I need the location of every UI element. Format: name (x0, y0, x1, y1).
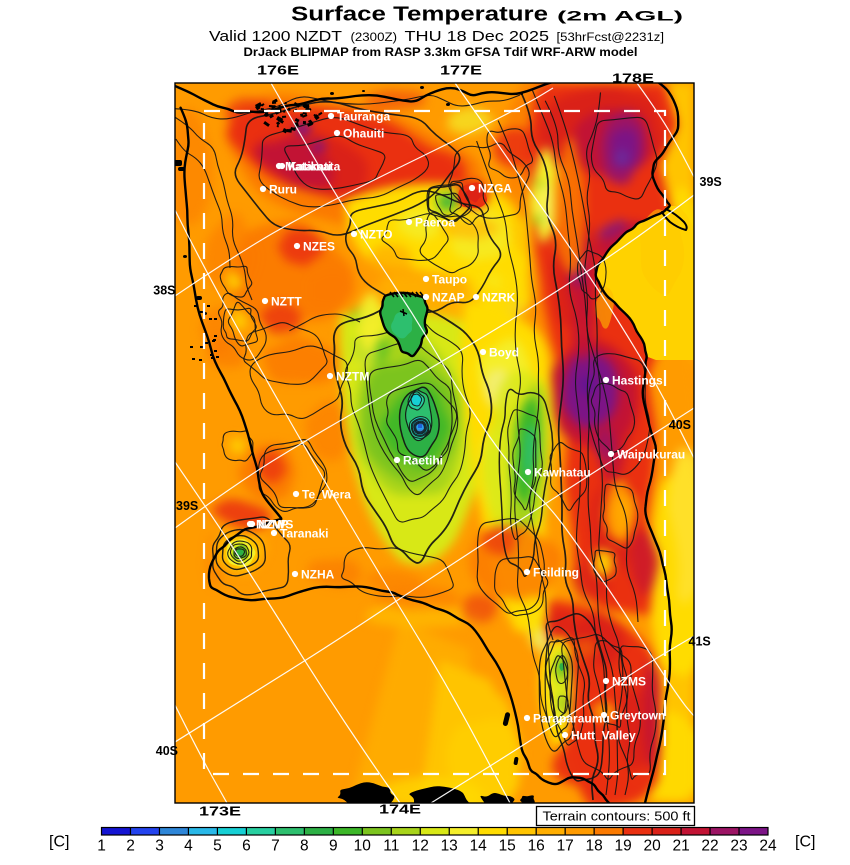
svg-text:NZWS: NZWS (258, 518, 293, 532)
svg-text:Greytown: Greytown (610, 709, 665, 723)
svg-text:10: 10 (354, 838, 372, 855)
svg-text:[C]: [C] (795, 834, 815, 851)
svg-text:NZNP: NZNP (256, 518, 289, 532)
svg-text:Matamata: Matamata (285, 160, 341, 174)
svg-text:THU 18 Dec 2025: THU 18 Dec 2025 (405, 29, 550, 45)
svg-text:39S: 39S (700, 175, 722, 189)
svg-text:NZRK: NZRK (482, 291, 516, 305)
svg-text:8: 8 (300, 838, 309, 855)
svg-text:NZMS: NZMS (612, 675, 646, 689)
svg-text:Terrain contours: 500 ft: Terrain contours: 500 ft (543, 809, 691, 824)
svg-text:Ruru: Ruru (269, 183, 297, 197)
svg-text:Hutt_Valley: Hutt_Valley (571, 729, 636, 743)
svg-text:39S: 39S (176, 499, 198, 513)
svg-text:40S: 40S (669, 418, 691, 432)
svg-text:Paeroa: Paeroa (415, 216, 455, 230)
svg-text:(2300Z): (2300Z) (351, 32, 398, 44)
svg-text:4: 4 (184, 838, 193, 855)
svg-text:9: 9 (329, 838, 338, 855)
svg-text:Hastings: Hastings (612, 374, 663, 388)
svg-text:Valid 1200 NZDT: Valid 1200 NZDT (209, 29, 342, 45)
svg-text:NZTO: NZTO (360, 228, 392, 242)
svg-text:24: 24 (759, 838, 777, 855)
svg-text:176E: 176E (257, 64, 299, 78)
svg-text:Feilding: Feilding (533, 566, 579, 580)
svg-text:178E: 178E (612, 72, 654, 86)
svg-text:11: 11 (383, 838, 399, 855)
svg-text:22: 22 (701, 838, 718, 855)
svg-text:NZTM: NZTM (336, 370, 369, 384)
svg-text:1: 1 (97, 838, 106, 855)
svg-text:7: 7 (271, 838, 280, 855)
svg-text:Te_Wera: Te_Wera (302, 488, 351, 502)
svg-text:Tauranga: Tauranga (337, 110, 390, 124)
svg-text:6: 6 (242, 838, 251, 855)
svg-text:41S: 41S (689, 635, 711, 649)
svg-text:17: 17 (557, 838, 574, 855)
svg-text:(2m AGL): (2m AGL) (557, 8, 683, 24)
svg-text:3: 3 (155, 838, 164, 855)
svg-text:5: 5 (213, 838, 222, 855)
svg-text:Ohauiti: Ohauiti (343, 127, 384, 141)
svg-text:38S: 38S (153, 284, 175, 298)
svg-text:13: 13 (441, 838, 458, 855)
svg-text:[C]: [C] (49, 834, 69, 851)
svg-text:Boyd: Boyd (489, 346, 519, 360)
svg-text:NZAP: NZAP (432, 291, 465, 305)
svg-text:16: 16 (528, 838, 545, 855)
svg-text:Katikati: Katikati (288, 160, 331, 174)
svg-text:2: 2 (126, 838, 135, 855)
svg-text:174E: 174E (379, 803, 421, 817)
svg-text:DrJack BLIPMAP from RASP 3.3km: DrJack BLIPMAP from RASP 3.3km GFSA Tdif… (244, 45, 638, 59)
svg-text:Taranaki: Taranaki (280, 527, 328, 541)
svg-text:15: 15 (499, 838, 516, 855)
svg-text:177E: 177E (440, 64, 482, 78)
svg-text:NZES: NZES (303, 240, 335, 254)
svg-text:NZGA: NZGA (478, 182, 512, 196)
svg-text:Taupo: Taupo (432, 273, 467, 287)
svg-text:21: 21 (672, 838, 689, 855)
svg-text:Surface Temperature: Surface Temperature (291, 4, 548, 26)
svg-text:12: 12 (412, 838, 429, 855)
svg-text:NZHA: NZHA (301, 568, 335, 582)
svg-text:20: 20 (643, 838, 661, 855)
svg-text:NZTT: NZTT (271, 295, 302, 309)
svg-text:18: 18 (585, 838, 602, 855)
svg-text:Waipukurau: Waipukurau (617, 448, 685, 462)
svg-text:40S: 40S (156, 744, 178, 758)
svg-text:Paraparaumu: Paraparaumu (533, 712, 610, 726)
svg-text:19: 19 (614, 838, 631, 855)
svg-text:23: 23 (730, 838, 747, 855)
svg-text:14: 14 (470, 838, 488, 855)
svg-text:[53hrFcst@2231z]: [53hrFcst@2231z] (557, 32, 665, 44)
svg-text:Raetihi: Raetihi (403, 454, 443, 468)
svg-text:Kawhatau: Kawhatau (534, 466, 591, 480)
svg-text:173E: 173E (199, 805, 241, 819)
